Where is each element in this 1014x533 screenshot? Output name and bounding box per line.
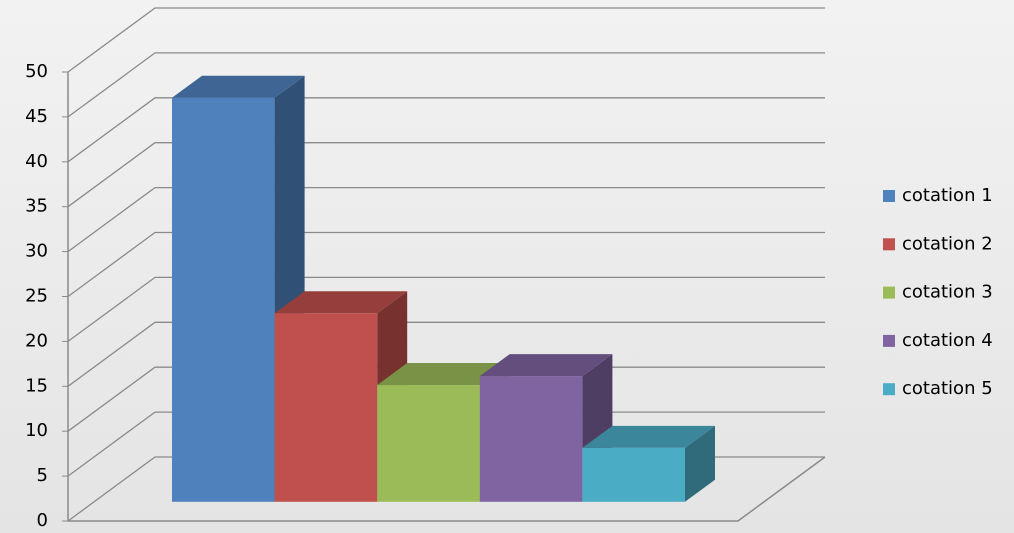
legend-swatch	[883, 286, 895, 299]
floor-edge	[68, 456, 826, 522]
legend-swatch	[883, 383, 895, 396]
bar	[479, 376, 583, 502]
y-tick-label: 40	[25, 151, 48, 172]
legend-label: cotation 2	[902, 233, 993, 254]
y-tick-label: 35	[25, 196, 48, 217]
legend-label: cotation 5	[902, 378, 993, 399]
grid-line	[67, 7, 825, 73]
y-tick-label: 10	[25, 420, 48, 441]
bar	[274, 313, 378, 502]
grid-line	[67, 231, 825, 298]
y-tick-label: 20	[25, 330, 48, 351]
legend-swatch	[883, 190, 895, 202]
y-tick-label: 30	[25, 241, 48, 262]
legend-swatch	[883, 238, 895, 251]
grid-line	[67, 142, 825, 208]
y-tick-label: 0	[37, 510, 48, 531]
y-tick-label: 5	[37, 465, 48, 486]
bar-top	[172, 75, 305, 98]
y-tick-label: 15	[25, 375, 48, 396]
bar-top	[582, 425, 715, 448]
grid-line	[67, 52, 825, 118]
bar	[582, 447, 685, 502]
legend-label: cotation 1	[902, 185, 993, 206]
legend-label: cotation 4	[902, 330, 993, 351]
bar	[377, 385, 480, 502]
grid-line	[67, 321, 825, 387]
bar	[172, 97, 275, 502]
bar-side	[685, 425, 715, 502]
grid-line	[67, 186, 825, 253]
legend-swatch	[883, 334, 895, 347]
bar-top	[479, 354, 613, 377]
bar-top	[377, 363, 510, 386]
y-tick-label: 45	[25, 106, 48, 127]
grid-line	[67, 276, 825, 342]
legend-label: cotation 3	[902, 282, 993, 303]
bar-top	[274, 291, 408, 314]
grid-line	[67, 97, 825, 163]
y-tick-label: 25	[25, 286, 48, 307]
y-tick-label: 50	[25, 61, 48, 82]
